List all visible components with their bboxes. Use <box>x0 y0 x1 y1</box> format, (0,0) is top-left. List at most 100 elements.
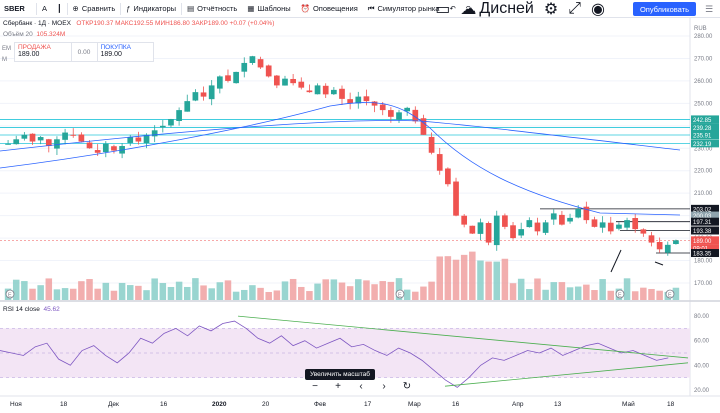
buy-price: 189.00 <box>100 51 122 58</box>
undo-button[interactable]: ↶ <box>444 0 460 18</box>
event-marker <box>395 289 405 299</box>
rsi-tick-label: 60.00 <box>694 339 710 345</box>
zoom-in-button[interactable]: + <box>335 381 341 392</box>
divider <box>66 2 68 15</box>
volume-bar <box>558 282 566 300</box>
volume-bar <box>232 291 240 300</box>
volume-bar <box>69 288 77 300</box>
price-tick-label: 260.00 <box>694 79 713 85</box>
candle-body <box>78 134 85 142</box>
candle-body <box>257 59 264 68</box>
volume-value: 105.324M <box>36 31 66 38</box>
compare-button[interactable]: ⊕ Сравнить <box>68 0 121 18</box>
volume-bar <box>501 258 509 300</box>
candle-body <box>518 229 525 236</box>
candles-button[interactable]: ┃ <box>52 0 67 18</box>
candle-body <box>192 92 199 101</box>
buy-button[interactable]: ПОКУПКА 189.00 <box>98 43 154 61</box>
indicators-button[interactable]: ƒ Индикаторы <box>121 0 181 18</box>
candle-body <box>21 134 28 139</box>
scroll-left-button[interactable]: ‹ <box>359 381 363 392</box>
volume-bar <box>469 251 476 300</box>
candle-body <box>396 112 402 120</box>
list-icon: ☰ <box>704 3 714 14</box>
candle-body <box>208 85 215 100</box>
price-label-box <box>691 115 719 124</box>
volume-bar <box>672 287 680 300</box>
candle-body <box>624 220 630 228</box>
candle-body <box>469 225 476 234</box>
event-marker-label: E <box>618 293 622 299</box>
settings-button[interactable]: ⚙ <box>539 0 563 18</box>
redo-button[interactable]: ↷ <box>461 0 477 18</box>
volume-bar <box>534 278 541 300</box>
candles-icon: ┃ <box>57 4 62 13</box>
chart-style-button[interactable]: A <box>37 0 52 18</box>
volume-bar <box>306 291 313 300</box>
price-label-box <box>691 217 719 226</box>
volume-bar <box>509 283 517 300</box>
volume-bar <box>175 281 183 300</box>
publish-button[interactable]: Опубликовать <box>632 2 696 16</box>
chart-canvas[interactable]: RUB280.00270.00260.00250.00240.00230.002… <box>0 18 720 413</box>
candle-body <box>493 215 500 246</box>
reports-icon: ▤ <box>187 4 195 13</box>
volume-bar <box>583 284 590 300</box>
candle-body <box>111 146 117 151</box>
price-label-box <box>691 131 719 140</box>
templates-icon: ▦ <box>247 4 255 13</box>
time-tick-label: 16 <box>160 401 168 408</box>
volume-bar <box>395 278 403 300</box>
reset-chart-button[interactable]: ↻ <box>402 381 412 392</box>
moving-average-slow <box>0 120 681 152</box>
volume-bar <box>249 285 256 300</box>
layout-grid-button[interactable]: ▭ <box>430 0 455 18</box>
scroll-right-button[interactable]: › <box>382 381 386 392</box>
cloud-button[interactable]: ☁ Дисней <box>455 0 538 18</box>
volume-bar <box>135 285 142 300</box>
compare-label: Сравнить <box>81 4 116 13</box>
rsi-tick-label: 40.00 <box>694 363 710 369</box>
volume-bar <box>363 280 370 300</box>
reports-button[interactable]: ▤ Отчётность <box>182 0 242 18</box>
candle-body <box>673 240 679 245</box>
camera-icon: ◉ <box>591 1 605 18</box>
event-marker-label: E <box>668 293 672 299</box>
rsi-line <box>0 320 669 388</box>
simulator-button[interactable]: ⏮ Симулятор рынка <box>363 0 445 18</box>
right-panel-toggle[interactable]: ☰ <box>698 0 720 18</box>
screenshot-button[interactable]: ◉ <box>586 0 610 18</box>
time-tick-label: 20 <box>262 401 270 408</box>
candle-body <box>664 244 671 253</box>
plus-circle-icon: ⊕ <box>72 4 79 13</box>
volume-bar <box>241 289 248 300</box>
candle-body <box>225 75 231 81</box>
divider <box>181 2 183 15</box>
candle-body <box>388 110 394 117</box>
price-label-text: 189.00 <box>693 239 712 245</box>
volume-bar <box>338 282 346 300</box>
zoom-out-button[interactable]: − <box>312 381 318 392</box>
fullscreen-button[interactable]: ⤢ <box>563 0 586 18</box>
templates-button[interactable]: ▦ Шаблоны <box>242 0 295 18</box>
candle-body <box>5 143 11 145</box>
symbol-search[interactable]: SBER <box>4 4 25 13</box>
event-marker <box>5 289 15 299</box>
volume-bar <box>648 288 655 300</box>
time-tick-label: 18 <box>667 401 675 408</box>
price-label-box <box>691 236 719 245</box>
candle-body <box>445 168 451 185</box>
alerts-button[interactable]: ⏰ Оповещения <box>296 0 363 18</box>
candle-body <box>37 137 44 141</box>
volume-bar <box>355 279 362 300</box>
price-label-text: 183.35 <box>693 252 712 258</box>
event-marker <box>665 289 675 299</box>
price-tick-label: 250.00 <box>694 101 713 107</box>
price-label-box <box>691 204 719 213</box>
candle-body <box>13 139 20 145</box>
candle-body <box>363 96 370 102</box>
sell-button[interactable]: ПРОДАЖА 189.00 <box>15 43 72 61</box>
candle-body <box>477 222 484 234</box>
volume-bar <box>216 282 224 300</box>
candle-body <box>290 78 296 84</box>
